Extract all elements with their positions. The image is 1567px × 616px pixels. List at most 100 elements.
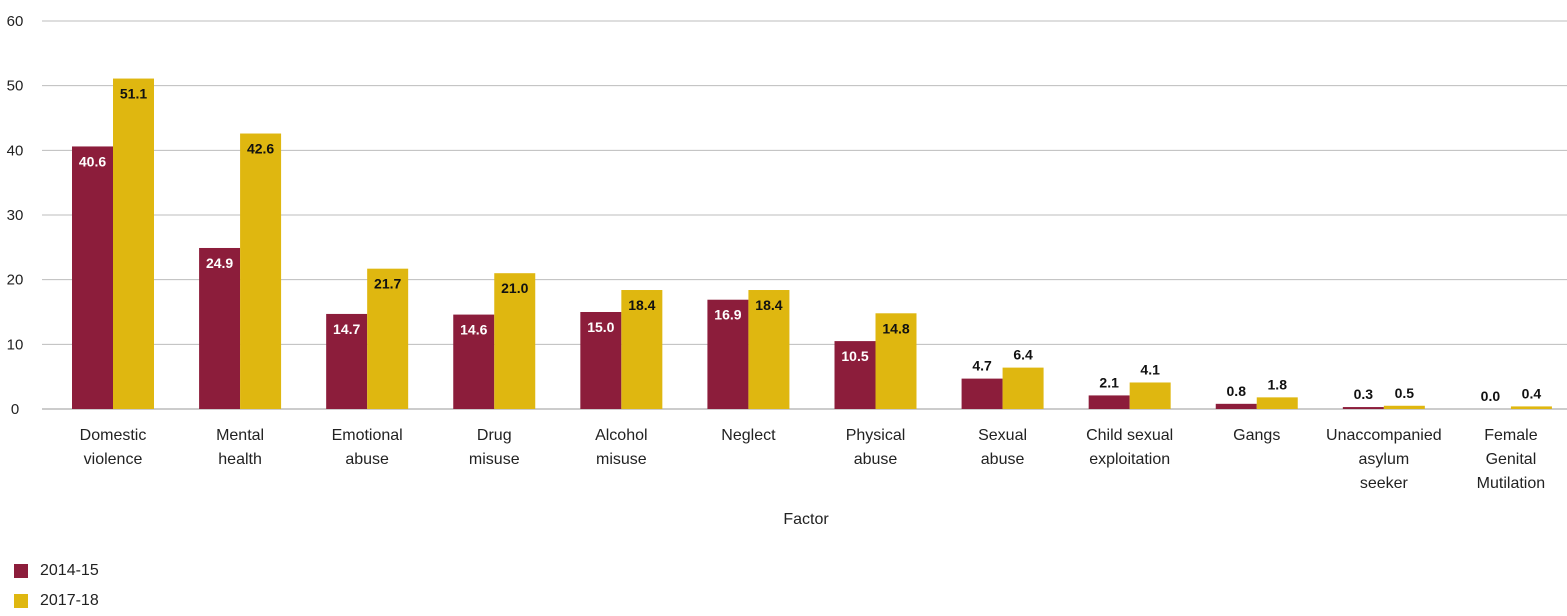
x-category-label-line: Physical	[846, 427, 906, 444]
bar-series-1	[1088, 395, 1130, 409]
x-category-label: Physical abuse	[846, 427, 906, 468]
data-label: 14.7	[333, 321, 360, 337]
x-category-label-line: misuse	[469, 451, 520, 468]
data-labels: 40.6 51.1 24.9 42.6 14.7 21.7 14.6 21.0 15.0 18.4…	[79, 86, 1541, 404]
legend-swatch	[14, 564, 28, 578]
bar-series-1	[1342, 407, 1384, 409]
legend-label: 2017-18	[40, 592, 99, 609]
bar-series-2	[367, 268, 409, 409]
x-category-label: Gangs	[1233, 427, 1280, 444]
bar-series-2	[1002, 367, 1044, 409]
bars	[72, 78, 1552, 409]
y-tick-label: 60	[7, 13, 24, 30]
legend-item-series-1: 2014-15	[14, 556, 99, 586]
data-label: 6.4	[1013, 347, 1033, 363]
bar-series-1	[199, 247, 241, 409]
bar-series-2	[1510, 406, 1552, 409]
x-category-label-line: Emotional	[332, 427, 403, 444]
x-category-label-line: exploitation	[1089, 451, 1170, 468]
bar-series-2	[240, 133, 282, 409]
data-label: 14.8	[882, 320, 909, 336]
x-category-label-line: abuse	[854, 451, 898, 468]
data-label: 15.0	[587, 319, 614, 335]
data-label: 0.4	[1522, 385, 1542, 401]
bar-series-1	[961, 378, 1003, 409]
x-category-label-line: Unaccompanied	[1326, 427, 1442, 444]
y-tick-label: 10	[7, 336, 24, 353]
x-category-label: Alcohol misuse	[595, 427, 647, 468]
x-category-label-line: Alcohol	[595, 427, 647, 444]
bar-series-1	[72, 146, 113, 409]
bar-series-1	[580, 312, 622, 409]
x-category-label: Domestic violence	[80, 427, 147, 468]
bar-series-1	[834, 341, 876, 409]
x-category-label: Child sexual exploitation	[1086, 427, 1173, 468]
bar-series-2	[113, 78, 154, 409]
x-category-label-line: abuse	[345, 451, 389, 468]
data-label: 42.6	[247, 141, 274, 157]
y-tick-label: 50	[7, 78, 24, 95]
y-tick-label: 30	[7, 207, 24, 224]
bar-series-2	[1383, 405, 1425, 409]
data-label: 0.8	[1227, 383, 1247, 399]
data-label: 10.5	[841, 348, 868, 364]
x-category-label-line: violence	[84, 451, 143, 468]
data-label: 21.0	[501, 280, 528, 296]
bar-series-2	[1256, 397, 1298, 409]
x-category-label: Sexual abuse	[978, 427, 1027, 468]
y-axis-ticks: 0 10 20 30 40 50 60	[7, 13, 24, 418]
bar-series-2	[1129, 382, 1171, 409]
data-label: 0.0	[1481, 388, 1501, 404]
y-tick-label: 0	[11, 401, 19, 418]
data-label: 2.1	[1099, 374, 1119, 390]
x-category-label-line: Domestic	[80, 427, 147, 444]
data-label: 4.1	[1140, 361, 1160, 377]
x-category-label: Mental health	[216, 427, 264, 468]
data-label: 21.7	[374, 276, 401, 292]
x-category-label-line: Sexual	[978, 427, 1027, 444]
bar-series-1	[453, 314, 495, 409]
data-label: 51.1	[120, 86, 147, 102]
x-category-label: Drug misuse	[469, 427, 520, 468]
legend: 2014-15 2017-18	[14, 556, 99, 616]
bar-series-2	[748, 290, 790, 409]
x-category-label-line: abuse	[981, 451, 1025, 468]
legend-swatch	[14, 594, 28, 608]
x-category-label-line: seeker	[1360, 475, 1409, 492]
x-category-label-line: Neglect	[721, 427, 776, 444]
x-category-label: Emotional abuse	[332, 427, 403, 468]
data-label: 4.7	[972, 358, 992, 374]
gridlines	[42, 20, 1567, 410]
x-category-label-line: Mutilation	[1477, 475, 1545, 492]
bar-series-1	[707, 299, 749, 409]
x-category-label-line: misuse	[596, 451, 647, 468]
data-label: 40.6	[79, 153, 106, 169]
x-category-label-line: Genital	[1486, 451, 1537, 468]
legend-item-series-2: 2017-18	[14, 586, 99, 616]
bar-series-2	[875, 313, 917, 409]
x-category-label-line: health	[218, 451, 262, 468]
data-label: 0.3	[1354, 386, 1374, 402]
x-category-label: Female Genital Mutilation	[1477, 427, 1545, 492]
x-category-label: Neglect	[721, 427, 776, 444]
x-category-label-line: Mental	[216, 427, 264, 444]
x-category-label-line: Female	[1484, 427, 1537, 444]
data-label: 0.5	[1395, 385, 1415, 401]
x-axis-title: Factor	[783, 511, 829, 528]
data-label: 18.4	[628, 297, 655, 313]
data-label: 24.9	[206, 255, 233, 271]
x-category-label: Unaccompanied asylum seeker	[1326, 427, 1442, 492]
data-label: 18.4	[755, 297, 782, 313]
bar-series-1	[1215, 403, 1257, 409]
y-tick-label: 40	[7, 142, 24, 159]
legend-label: 2014-15	[40, 562, 99, 579]
y-tick-label: 20	[7, 272, 24, 289]
x-category-label-line: Drug	[477, 427, 512, 444]
x-category-label-line: asylum	[1358, 451, 1409, 468]
x-category-label-line: Gangs	[1233, 427, 1280, 444]
bar-series-2	[621, 290, 663, 409]
data-label: 16.9	[714, 307, 741, 323]
data-label: 14.6	[460, 322, 487, 338]
bar-series-2	[494, 273, 536, 409]
